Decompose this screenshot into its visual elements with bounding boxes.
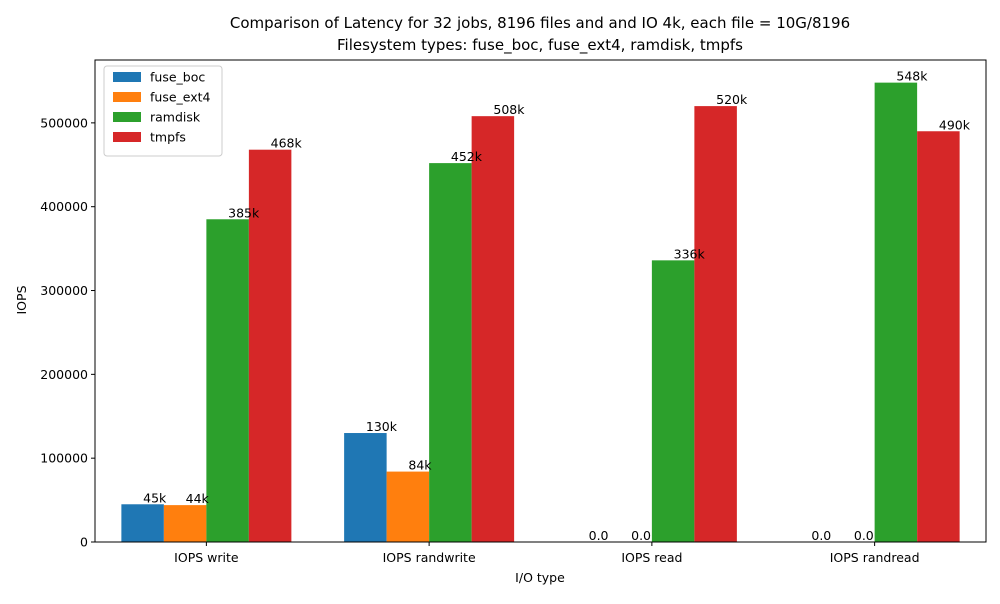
x-tick-label: IOPS randread (830, 550, 920, 565)
x-axis-label: I/O type (515, 570, 565, 585)
y-axis-label: IOPS (14, 285, 29, 314)
bar-tmpfs-1 (471, 116, 515, 542)
y-tick-label: 400000 (40, 199, 88, 214)
y-axis: 0 100000 200000 300000 400000 500000 (40, 115, 95, 550)
data-label-tmpfs-0: 468k (271, 136, 303, 151)
bar-ramdisk-1 (429, 163, 472, 543)
bars-group (121, 82, 960, 543)
x-tick-label: IOPS read (621, 550, 682, 565)
bar-ramdisk-0 (206, 219, 249, 542)
data-label-ramdisk-0: 385k (228, 205, 260, 220)
y-tick-label: 300000 (40, 283, 88, 298)
data-label-ramdisk-2: 336k (674, 246, 706, 261)
chart-title-line-2: Filesystem types: fuse_boc, fuse_ext4, r… (337, 36, 743, 55)
data-label-ramdisk-3: 548k (896, 69, 928, 84)
data-label-fuse_ext4-3: 0.0 (854, 528, 874, 543)
bar-tmpfs-0 (248, 149, 292, 542)
bar-fuse_ext4-1 (386, 471, 430, 542)
data-labels-group: 45k 44k 385k 468k 130k 84k 452k 508k 0.0 0.0 336k 5… (143, 69, 971, 543)
data-label-fuse_ext4-1: 84k (408, 458, 432, 473)
y-tick-label: 100000 (40, 451, 88, 466)
data-label-fuse_boc-1: 130k (366, 419, 398, 434)
legend-swatch-fuse_boc (113, 72, 141, 82)
x-tick-label: IOPS randwrite (383, 550, 476, 565)
legend-label-ramdisk: ramdisk (150, 110, 201, 125)
bar-fuse_boc-1 (344, 433, 387, 542)
chart-title-line-1: Comparison of Latency for 32 jobs, 8196 … (230, 14, 850, 32)
y-tick-label: 200000 (40, 367, 88, 382)
bar-fuse_ext4-0 (163, 505, 207, 542)
legend-swatch-fuse_ext4 (113, 92, 141, 102)
legend-label-fuse_boc: fuse_boc (150, 70, 205, 85)
y-tick-label: 0 (80, 535, 88, 550)
data-label-tmpfs-3: 490k (939, 117, 971, 132)
bar-ramdisk-2 (651, 260, 695, 542)
data-label-tmpfs-2: 520k (716, 92, 748, 107)
legend-swatch-tmpfs (113, 132, 141, 142)
data-label-fuse_ext4-2: 0.0 (631, 528, 651, 543)
data-label-ramdisk-1: 452k (451, 149, 483, 164)
y-tick-label: 500000 (40, 115, 88, 130)
bar-ramdisk-3 (874, 82, 918, 542)
legend-swatch-ramdisk (113, 112, 141, 122)
bar-tmpfs-2 (694, 106, 737, 543)
bar-tmpfs-3 (917, 131, 960, 542)
legend-label-fuse_ext4: fuse_ext4 (150, 90, 211, 105)
plot-frame (94, 59, 987, 543)
data-label-fuse_boc-0: 45k (143, 490, 167, 505)
data-label-fuse_ext4-0: 44k (186, 491, 210, 506)
x-axis: IOPS write IOPS randwrite IOPS read IOPS ra… (174, 542, 920, 565)
data-label-fuse_boc-2: 0.0 (589, 528, 609, 543)
data-label-fuse_boc-3: 0.0 (811, 528, 831, 543)
legend-label-tmpfs: tmpfs (150, 130, 186, 145)
x-tick-label: IOPS write (174, 550, 239, 565)
bar-fuse_boc-0 (121, 504, 164, 542)
data-label-tmpfs-1: 508k (493, 102, 525, 117)
